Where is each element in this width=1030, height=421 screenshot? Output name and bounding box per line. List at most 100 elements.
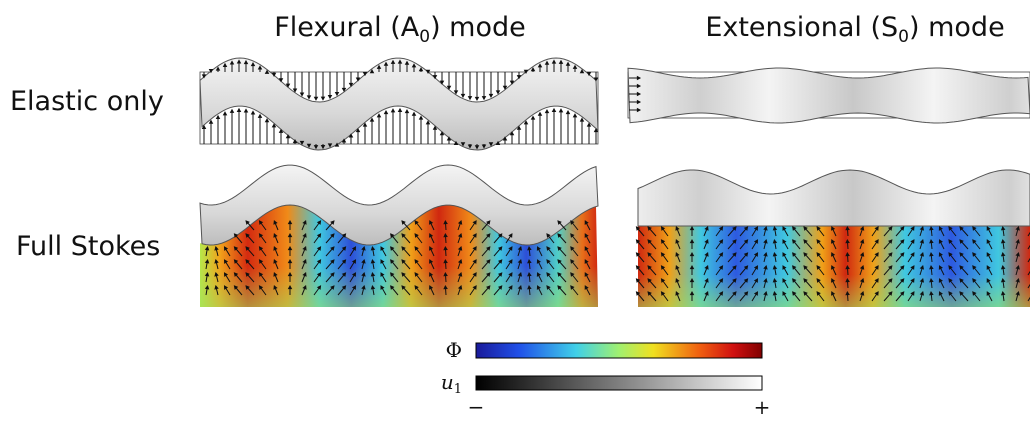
arrow-head (214, 284, 219, 290)
arrow-head (782, 291, 787, 296)
arrow-head (495, 90, 501, 95)
arrow-head (792, 252, 797, 257)
arrow-head (647, 239, 652, 244)
arrow-head (743, 265, 749, 270)
arrow-head (229, 108, 235, 113)
arrow-head (481, 144, 487, 149)
arrow-head (704, 252, 709, 257)
arrow-head (390, 285, 395, 290)
arrow-head (509, 80, 515, 85)
arrow-head (273, 285, 278, 290)
arrow-head (929, 225, 934, 231)
arrow-head (986, 239, 991, 244)
arrow-head (689, 264, 695, 270)
arrow-head (689, 277, 695, 283)
arrow-head (313, 96, 319, 101)
arrow-head (287, 232, 293, 238)
arrow-head (910, 291, 915, 296)
arrow-head (472, 272, 477, 277)
arrow-head (258, 246, 264, 251)
arrow-head (1000, 251, 1006, 257)
arrow-head (772, 238, 778, 244)
arrow-head (376, 113, 382, 118)
arrow-head (509, 131, 515, 136)
arrow-head (258, 272, 264, 277)
arrow-head (782, 252, 787, 257)
arrow-head (557, 285, 562, 290)
arrow-head (233, 272, 239, 277)
colorbar-phi (475, 342, 763, 359)
arrow-head (763, 290, 768, 296)
arrow-head (330, 233, 335, 238)
arrow-head (432, 75, 438, 80)
arrow-head (383, 109, 389, 115)
arrow-head (457, 220, 463, 225)
arrow-head (948, 265, 953, 270)
arrow-head (401, 233, 406, 238)
arrow-head (502, 85, 508, 90)
arrow-head (233, 233, 239, 238)
arrow-head (429, 233, 434, 238)
arrow-head (299, 140, 305, 146)
arrow-head (743, 226, 749, 231)
arrow-head (380, 272, 385, 277)
arrow-head (803, 239, 808, 244)
row-label: Full Stokes (16, 231, 160, 262)
arrow-head (257, 113, 263, 118)
arrow-head (859, 252, 865, 257)
arrow-head (245, 246, 250, 251)
arrow-head (250, 110, 256, 115)
arrow-head (972, 239, 977, 244)
arrow-head (743, 291, 749, 296)
arrow-head (215, 66, 221, 71)
arrow-head (689, 238, 695, 244)
arrow-head (457, 272, 463, 277)
plate (627, 67, 1030, 124)
arrow-head (258, 285, 264, 290)
arrow-head (302, 259, 307, 264)
arrow-head (831, 239, 836, 244)
arrow-head (404, 109, 410, 114)
arrow-head (474, 96, 480, 102)
arrow-head (414, 285, 419, 290)
arrow-head (718, 226, 724, 231)
arrow-head (772, 277, 778, 283)
arrow-head (636, 99, 642, 105)
arrow-head (763, 264, 768, 270)
arrow-head (557, 272, 562, 277)
arrow-head (443, 232, 448, 238)
arrow-head (874, 226, 879, 231)
arrow-head (584, 246, 589, 251)
arrow-head (502, 136, 508, 141)
arrow-head (523, 69, 529, 74)
arrow-head (558, 59, 564, 64)
arrow-head (874, 278, 879, 283)
arrow-head (233, 259, 239, 264)
arrow-head (584, 272, 589, 277)
arrow-head (536, 259, 541, 264)
arrow-head (287, 258, 293, 264)
arrow-head (986, 291, 991, 296)
arrow-head (972, 265, 977, 270)
arrow-head (792, 265, 797, 270)
arrow-head (660, 265, 666, 270)
arrow-head (497, 259, 503, 264)
arrow-head (938, 291, 943, 296)
arrow-head (472, 285, 477, 290)
arrow-head (341, 138, 347, 143)
arrow-head (636, 83, 642, 89)
arrow-head (204, 284, 210, 290)
arrow-head (204, 258, 210, 264)
arrow-head (899, 278, 905, 283)
arrow-head (782, 278, 787, 283)
arrow-head (414, 233, 419, 238)
arrow-head (229, 60, 235, 65)
arrow-head (214, 258, 219, 264)
arrow-head (675, 278, 680, 283)
arrow-head (361, 258, 366, 264)
arrow-head (660, 226, 666, 231)
arrow-head (302, 233, 307, 238)
arrow-head (899, 265, 905, 270)
arrow-head (753, 291, 759, 296)
arrow-head (689, 225, 695, 231)
